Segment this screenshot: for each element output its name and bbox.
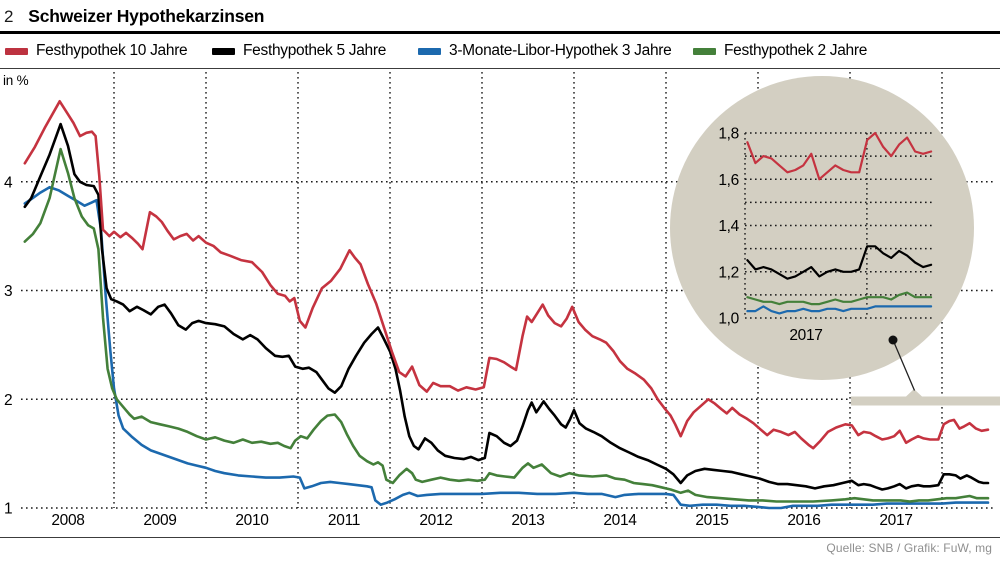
x-axis-tick-label: 2012 <box>419 512 452 529</box>
inset-series-line <box>746 291 933 306</box>
inset-series-line <box>746 131 933 181</box>
legend-label: Festhypothek 10 Jahre <box>36 42 188 59</box>
y-axis-tick-label: 2 <box>4 392 12 409</box>
source-credit: Quelle: SNB / Grafik: FuW, mg <box>826 541 992 555</box>
unit-label: in % <box>3 73 29 88</box>
series-line <box>23 122 990 491</box>
legend-rule <box>0 68 1000 69</box>
legend-item: Festhypothek 5 Jahre <box>212 38 386 64</box>
inset-y-tick-label: 1,8 <box>718 126 739 143</box>
legend-swatch-icon <box>693 47 716 55</box>
inset-series-line <box>746 305 933 315</box>
magnifier-circle <box>670 76 974 380</box>
x-axis-tick-label: 2010 <box>235 512 269 529</box>
x-axis-tick-label: 2011 <box>328 512 360 529</box>
legend-item: 3-Monate-Libor-Hypothek 3 Jahre <box>418 38 672 64</box>
legend-item: Festhypothek 10 Jahre <box>5 38 188 64</box>
legend-swatch-icon <box>212 47 235 55</box>
legend-label: 3-Monate-Libor-Hypothek 3 Jahre <box>449 42 672 59</box>
zoom-region-bar <box>851 389 1000 406</box>
inset-x-label: 2017 <box>789 327 822 344</box>
title-rule <box>0 31 1000 34</box>
inset-y-tick-label: 1,6 <box>718 172 739 189</box>
figure-number: 2 <box>4 7 14 26</box>
legend-label: Festhypothek 5 Jahre <box>243 42 387 59</box>
x-axis-tick-label: 2008 <box>51 512 84 529</box>
inset-series-line <box>746 245 933 280</box>
y-axis-tick-label: 3 <box>4 283 12 300</box>
x-axis-tick-label: 2014 <box>603 512 637 529</box>
legend: Festhypothek 10 Jahre Festhypothek 5 Jahr… <box>0 38 1000 64</box>
title-bar: 2 Schweizer Hypothekarzinsen <box>4 6 264 30</box>
inset-y-tick-label: 1,4 <box>718 218 739 235</box>
page-title: Schweizer Hypothekarzinsen <box>28 6 265 26</box>
y-axis-tick-label: 4 <box>4 174 13 191</box>
series-line <box>23 147 990 503</box>
x-axis-tick-label: 2016 <box>787 512 820 529</box>
y-axis-tick-label: 1 <box>4 501 12 518</box>
inset-y-tick-label: 1,0 <box>718 311 739 328</box>
x-axis-tick-label: 2013 <box>511 512 544 529</box>
legend-swatch-icon <box>5 47 28 55</box>
legend-item: Festhypothek 2 Jahre <box>693 38 867 64</box>
leader-line <box>892 339 916 391</box>
legend-label: Festhypothek 2 Jahre <box>724 42 868 59</box>
leader-dot <box>888 335 898 345</box>
x-axis-tick-label: 2015 <box>695 512 728 529</box>
series-line <box>23 185 990 510</box>
series-line <box>23 100 990 450</box>
bottom-rule <box>0 537 1000 538</box>
x-axis-tick-label: 2009 <box>143 512 176 529</box>
x-axis-tick-label: 2017 <box>879 512 912 529</box>
legend-swatch-icon <box>418 47 441 55</box>
inset-y-tick-label: 1,2 <box>718 264 739 281</box>
